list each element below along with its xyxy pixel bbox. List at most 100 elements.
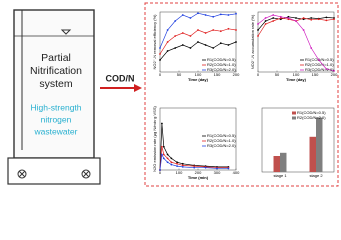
x-tick-label: 50 bbox=[275, 72, 280, 77]
legend-label: R2(COD/N=1.0) bbox=[207, 138, 236, 143]
legend-label: R2(COD/N=2.0) bbox=[297, 115, 326, 120]
bar bbox=[316, 117, 323, 172]
influent-label: nitrogen bbox=[41, 114, 72, 124]
point bbox=[174, 20, 177, 22]
point bbox=[272, 20, 275, 22]
point bbox=[204, 32, 207, 34]
point bbox=[333, 18, 335, 21]
x-tick-label: 0 bbox=[159, 170, 162, 175]
point bbox=[170, 157, 173, 160]
y-axis-label: NO2⁻-N accumulation rate (%) bbox=[250, 14, 255, 69]
valve-cross bbox=[18, 170, 26, 178]
point bbox=[295, 17, 297, 19]
x-tick-label: 200 bbox=[233, 72, 240, 77]
bar bbox=[273, 156, 280, 172]
x-axis-label: Time (min) bbox=[188, 175, 209, 180]
point bbox=[310, 18, 313, 21]
valve bbox=[17, 169, 27, 179]
x-tick-label: stage 1 bbox=[273, 173, 287, 178]
page: {"diagram": {"reactor_title": ["Partial"… bbox=[7, 2, 339, 187]
point bbox=[204, 14, 207, 16]
point bbox=[159, 47, 161, 49]
point bbox=[227, 14, 230, 16]
point bbox=[219, 13, 222, 16]
point bbox=[325, 19, 328, 22]
point bbox=[333, 69, 335, 72]
point bbox=[310, 47, 313, 49]
point bbox=[264, 20, 267, 22]
legend-label: R2(COD/N=1.0) bbox=[305, 62, 334, 67]
point bbox=[176, 161, 179, 164]
point bbox=[264, 23, 267, 25]
point bbox=[197, 29, 199, 31]
y-axis-label: N2O emission rate (μg N/min·g VSS) bbox=[152, 106, 157, 172]
point bbox=[162, 157, 165, 160]
point bbox=[161, 145, 163, 148]
point bbox=[227, 44, 230, 46]
point bbox=[193, 165, 196, 168]
x-tick-label: 150 bbox=[312, 72, 319, 77]
bar bbox=[280, 152, 287, 172]
point bbox=[204, 44, 207, 46]
x-tick-label: 200 bbox=[195, 170, 202, 175]
point bbox=[161, 122, 163, 125]
point bbox=[272, 14, 275, 16]
point bbox=[295, 20, 297, 22]
point bbox=[181, 162, 184, 165]
x-tick-label: 100 bbox=[176, 170, 183, 175]
point bbox=[189, 35, 192, 37]
point bbox=[325, 68, 328, 70]
point bbox=[159, 169, 161, 171]
legend-label: R1(COD/N=0.5) bbox=[207, 133, 236, 138]
point bbox=[176, 165, 179, 168]
legend-label: R3(COD/N=2.0) bbox=[207, 143, 236, 148]
point bbox=[159, 53, 161, 55]
reactor-title: Partial bbox=[41, 52, 71, 64]
point bbox=[166, 161, 169, 164]
point bbox=[162, 145, 165, 148]
point bbox=[302, 29, 305, 31]
point bbox=[159, 59, 161, 61]
point bbox=[161, 153, 163, 156]
influent-label: wastewater bbox=[34, 126, 78, 136]
legend-swatch bbox=[292, 116, 296, 120]
legend-label: R1(COD/N=0.5) bbox=[297, 110, 326, 115]
results-box bbox=[144, 2, 339, 187]
valve bbox=[81, 169, 91, 179]
influent-label: High-strength bbox=[30, 102, 81, 112]
arrow-head bbox=[134, 84, 142, 92]
point bbox=[235, 41, 237, 43]
point bbox=[310, 17, 313, 19]
bar bbox=[309, 136, 316, 172]
point bbox=[174, 35, 177, 37]
arrow-label: COD/N bbox=[106, 73, 135, 83]
x-tick-label: 300 bbox=[214, 170, 221, 175]
point bbox=[204, 166, 207, 169]
point bbox=[235, 12, 237, 15]
point bbox=[212, 29, 215, 31]
point bbox=[235, 29, 237, 31]
point bbox=[170, 161, 173, 164]
point bbox=[181, 44, 184, 46]
plot-frame bbox=[261, 107, 335, 173]
point bbox=[216, 167, 218, 170]
x-tick-label: 150 bbox=[214, 72, 221, 77]
x-tick-label: 50 bbox=[177, 72, 182, 77]
legend-swatch bbox=[292, 111, 296, 115]
x-tick-label: 0 bbox=[257, 72, 260, 77]
point bbox=[162, 153, 165, 156]
x-tick-label: 200 bbox=[331, 72, 338, 77]
reactor-title: system bbox=[39, 78, 73, 90]
point bbox=[272, 17, 275, 19]
point bbox=[189, 47, 192, 49]
point bbox=[257, 29, 259, 31]
x-tick-label: 400 bbox=[233, 170, 240, 175]
x-tick-label: 100 bbox=[293, 72, 300, 77]
point bbox=[219, 30, 222, 33]
point bbox=[181, 14, 184, 16]
graphical-abstract: Partial Nitrification system High-streng… bbox=[7, 2, 339, 187]
point bbox=[181, 166, 184, 168]
y-axis-label: NO2⁻-N removal efficiency (%) bbox=[152, 14, 157, 70]
valve-cross bbox=[82, 170, 90, 178]
point bbox=[279, 15, 282, 18]
